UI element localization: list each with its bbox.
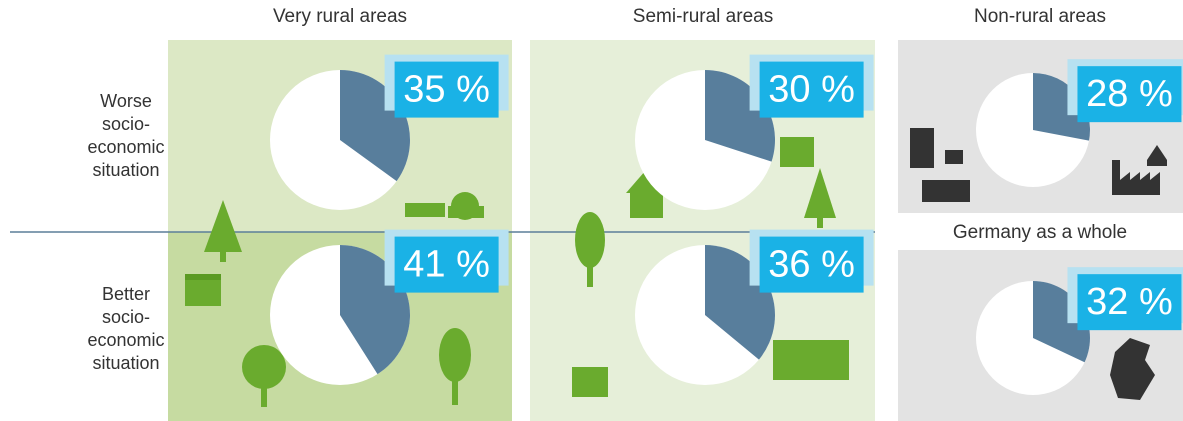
value-label: 35 % xyxy=(403,69,490,111)
row-label: Worse socio-economic situation xyxy=(87,91,165,180)
value-label: 36 % xyxy=(768,244,855,286)
label-box xyxy=(1077,66,1182,123)
label-box xyxy=(394,236,499,293)
icons xyxy=(910,128,1167,400)
value-label: 41 % xyxy=(403,244,490,286)
row-label: Better socio-economic situation xyxy=(87,284,165,373)
label-box xyxy=(394,61,499,118)
pie-slice xyxy=(705,70,776,162)
column-title: Semi-rural areas xyxy=(633,6,773,27)
pie-slice xyxy=(1033,73,1091,141)
column-title: Germany as a whole xyxy=(953,222,1127,243)
icons xyxy=(185,137,849,407)
column-title: Non-rural areas xyxy=(974,6,1106,27)
value-label: 30 % xyxy=(768,69,855,111)
value-label: 28 % xyxy=(1086,73,1173,115)
label-box xyxy=(1077,274,1182,331)
label-box xyxy=(759,236,864,293)
value-label: 32 % xyxy=(1086,281,1173,323)
label-box xyxy=(759,61,864,118)
column-title: Very rural areas xyxy=(273,6,407,27)
